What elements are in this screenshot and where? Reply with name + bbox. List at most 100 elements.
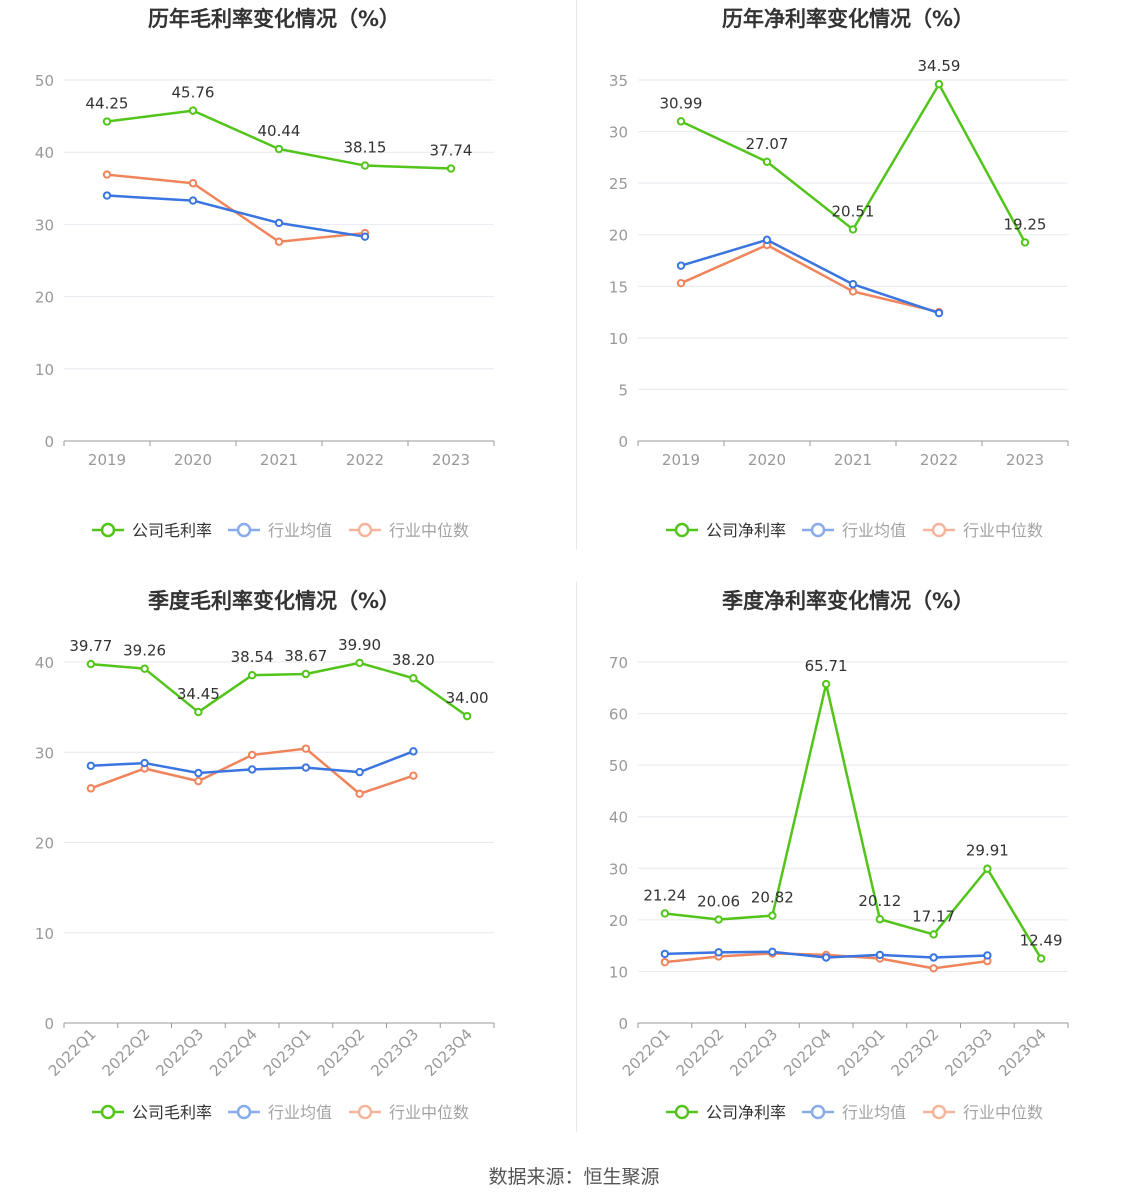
data-point-avg[interactable] bbox=[194, 768, 203, 778]
y-tick-label: 0 bbox=[44, 1015, 54, 1033]
data-point-avg[interactable] bbox=[247, 765, 257, 774]
legend-item-median[interactable]: 行业中位数 bbox=[923, 521, 1043, 540]
data-point-median[interactable] bbox=[194, 776, 203, 786]
data-point-company[interactable] bbox=[929, 930, 938, 939]
y-tick-label: 20 bbox=[35, 835, 54, 853]
data-point-company[interactable] bbox=[360, 161, 370, 170]
data-point-median[interactable] bbox=[188, 179, 198, 188]
data-point-company[interactable] bbox=[409, 674, 418, 683]
legend-item-avg[interactable]: 行业均值 bbox=[802, 1103, 906, 1122]
legend-item-median[interactable]: 行业中位数 bbox=[349, 1103, 469, 1122]
y-tick-label: 25 bbox=[609, 175, 628, 193]
data-point-company[interactable] bbox=[762, 157, 772, 166]
data-point-company[interactable] bbox=[462, 711, 472, 721]
data-point-company[interactable] bbox=[140, 664, 149, 673]
data-point-median[interactable] bbox=[86, 784, 96, 793]
data-point-median[interactable] bbox=[301, 744, 311, 753]
data-point-company[interactable] bbox=[714, 915, 723, 924]
data-point-avg[interactable] bbox=[768, 947, 777, 957]
data-point-avg[interactable] bbox=[140, 758, 149, 768]
data-point-avg[interactable] bbox=[875, 950, 885, 960]
x-tick-label: 2022Q1 bbox=[45, 1025, 100, 1080]
data-point-median[interactable] bbox=[274, 237, 284, 246]
legend-item-company[interactable]: 公司毛利率 bbox=[92, 521, 212, 540]
legend-marker-icon bbox=[100, 522, 116, 538]
legend-item-median[interactable]: 行业中位数 bbox=[349, 521, 469, 540]
data-point-avg[interactable] bbox=[86, 761, 96, 770]
legend-item-company[interactable]: 公司毛利率 bbox=[92, 1103, 212, 1122]
legend-item-avg[interactable]: 行业均值 bbox=[228, 1103, 332, 1122]
x-tick-label: 2023Q3 bbox=[367, 1025, 422, 1080]
chart-svg: 季度净利率变化情况（%）0102030405060702022Q12022Q22… bbox=[609, 589, 1069, 1122]
data-point-avg[interactable] bbox=[301, 763, 311, 772]
data-point-median[interactable] bbox=[929, 964, 938, 973]
data-point-company[interactable] bbox=[1020, 238, 1030, 247]
data-point-avg[interactable] bbox=[409, 747, 418, 756]
data-point-avg[interactable] bbox=[102, 191, 112, 200]
data-point-avg[interactable] bbox=[848, 280, 858, 289]
y-tick-label: 5 bbox=[618, 381, 628, 399]
data-point-avg[interactable] bbox=[360, 232, 370, 241]
data-point-avg[interactable] bbox=[188, 196, 198, 205]
data-point-company[interactable] bbox=[274, 144, 284, 154]
legend-item-company[interactable]: 公司净利率 bbox=[666, 521, 786, 540]
data-point-avg[interactable] bbox=[714, 948, 723, 957]
y-tick-label: 40 bbox=[35, 144, 54, 162]
data-label: 40.44 bbox=[258, 122, 301, 140]
y-tick-label: 0 bbox=[44, 433, 54, 451]
legend-item-median[interactable]: 行业中位数 bbox=[923, 1103, 1043, 1122]
y-tick-label: 10 bbox=[35, 925, 54, 943]
data-point-company[interactable] bbox=[768, 911, 777, 920]
data-point-company[interactable] bbox=[983, 864, 992, 873]
data-point-company[interactable] bbox=[446, 164, 456, 173]
data-point-company[interactable] bbox=[194, 707, 203, 717]
legend-label: 公司毛利率 bbox=[132, 521, 212, 540]
data-point-median[interactable] bbox=[102, 170, 112, 179]
data-point-median[interactable] bbox=[848, 287, 858, 296]
data-point-median[interactable] bbox=[247, 750, 257, 760]
data-point-avg[interactable] bbox=[983, 951, 992, 960]
data-point-company[interactable] bbox=[660, 909, 670, 918]
x-tick-label: 2023Q2 bbox=[314, 1025, 369, 1080]
data-point-company[interactable] bbox=[102, 117, 112, 126]
chart-title: 历年净利率变化情况（%） bbox=[722, 7, 974, 31]
data-point-company[interactable] bbox=[355, 658, 364, 668]
data-point-median[interactable] bbox=[676, 278, 686, 288]
data-point-median[interactable] bbox=[660, 957, 670, 967]
y-tick-label: 35 bbox=[609, 72, 628, 90]
legend-marker-icon bbox=[931, 522, 947, 538]
data-point-median[interactable] bbox=[409, 771, 418, 780]
data-point-company[interactable] bbox=[676, 117, 686, 126]
data-point-avg[interactable] bbox=[929, 953, 938, 962]
series-line-company bbox=[664, 682, 1043, 960]
y-tick-label: 30 bbox=[35, 744, 54, 762]
legend-label: 行业中位数 bbox=[389, 1103, 469, 1122]
x-tick-label: 2021 bbox=[260, 451, 298, 469]
data-point-median[interactable] bbox=[355, 789, 364, 798]
x-tick-label: 2022Q2 bbox=[99, 1025, 154, 1080]
x-tick-label: 2022Q1 bbox=[619, 1025, 674, 1080]
data-point-company[interactable] bbox=[1036, 954, 1046, 963]
data-point-company[interactable] bbox=[86, 659, 96, 669]
data-point-avg[interactable] bbox=[274, 218, 284, 228]
divider-top bbox=[576, 0, 577, 550]
data-point-company[interactable] bbox=[875, 915, 885, 924]
data-label: 20.06 bbox=[697, 893, 740, 911]
data-point-avg[interactable] bbox=[762, 235, 772, 245]
legend-item-avg[interactable]: 行业均值 bbox=[802, 521, 906, 540]
data-point-avg[interactable] bbox=[821, 953, 831, 962]
legend-item-company[interactable]: 公司净利率 bbox=[666, 1103, 786, 1122]
data-point-company[interactable] bbox=[821, 679, 831, 689]
data-point-avg[interactable] bbox=[934, 308, 944, 318]
data-point-company[interactable] bbox=[247, 670, 257, 680]
chart-title: 季度净利率变化情况（%） bbox=[722, 589, 974, 613]
data-point-company[interactable] bbox=[934, 80, 944, 89]
legend-label: 行业均值 bbox=[268, 1103, 332, 1122]
data-point-avg[interactable] bbox=[676, 261, 686, 270]
data-point-company[interactable] bbox=[188, 106, 198, 115]
data-point-company[interactable] bbox=[848, 225, 858, 234]
data-point-avg[interactable] bbox=[660, 949, 670, 959]
legend-item-avg[interactable]: 行业均值 bbox=[228, 521, 332, 540]
data-point-avg[interactable] bbox=[355, 767, 364, 777]
data-point-company[interactable] bbox=[301, 669, 311, 679]
